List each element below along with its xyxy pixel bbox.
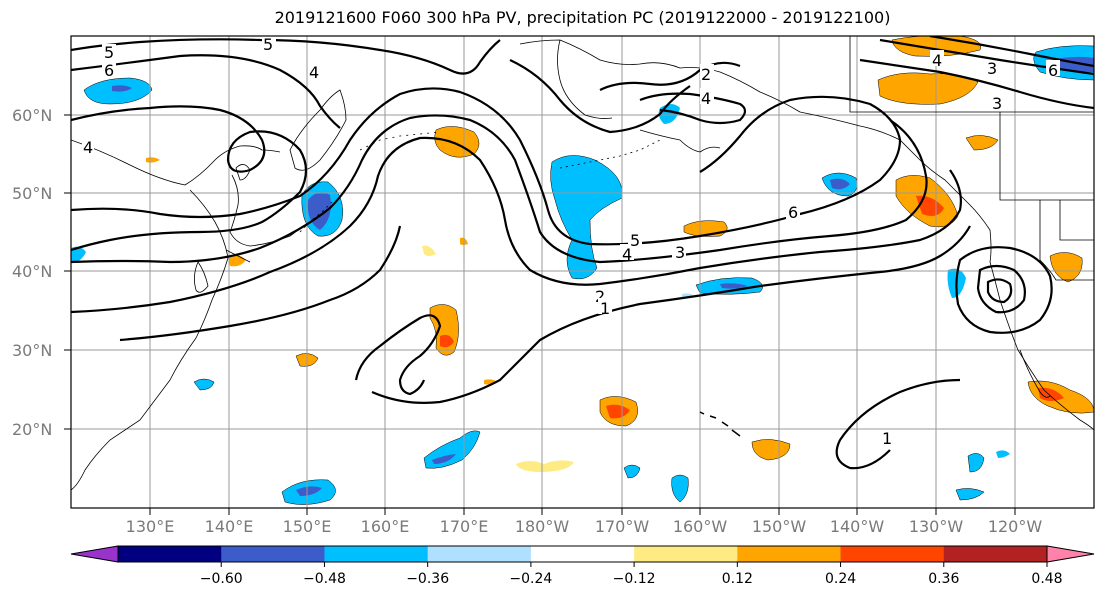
lon-label: 170°W <box>595 517 650 536</box>
svg-text:3: 3 <box>675 243 685 262</box>
colorbar-tick-label: −0.48 <box>303 571 346 587</box>
svg-text:1: 1 <box>600 299 610 318</box>
svg-text:5: 5 <box>630 231 640 250</box>
colorbar-swatch <box>530 546 635 562</box>
lon-label: 130°W <box>909 517 964 536</box>
svg-text:6: 6 <box>1048 61 1058 80</box>
svg-text:1: 1 <box>882 429 892 448</box>
colorbar-extend-left <box>70 545 119 563</box>
svg-text:4: 4 <box>701 89 711 108</box>
pv-contours <box>71 36 1094 470</box>
lat-label: 50°N <box>12 184 52 203</box>
colorbar-tick-label: −0.60 <box>200 571 243 587</box>
colorbar-swatch <box>634 546 738 562</box>
svg-text:6: 6 <box>788 203 798 222</box>
map-gridlines <box>71 36 1094 508</box>
colorbar-tick-label: −0.36 <box>406 571 449 587</box>
map-title: 2019121600 F060 300 hPa PV, precipitatio… <box>274 8 891 27</box>
lon-label: 140°E <box>205 517 254 536</box>
colorbar-extend-right <box>1046 545 1095 563</box>
lat-label: 30°N <box>12 341 52 360</box>
colorbar-swatch <box>840 546 945 562</box>
colorbar-tick-label: −0.12 <box>613 571 656 587</box>
svg-text:2: 2 <box>595 287 605 306</box>
colorbar-tick-label: 0.24 <box>825 571 856 587</box>
lon-label: 160°W <box>673 517 728 536</box>
svg-text:4: 4 <box>622 245 632 264</box>
longitude-labels: 130°E 140°E 150°E 160°E 170°E 180°W 170°… <box>126 517 1043 536</box>
lon-label: 130°E <box>126 517 175 536</box>
lon-label: 180°W <box>515 517 570 536</box>
lat-label: 60°N <box>12 106 52 125</box>
svg-text:4: 4 <box>83 138 93 157</box>
svg-text:4: 4 <box>932 51 942 70</box>
lat-label: 20°N <box>12 420 52 439</box>
lon-label: 140°W <box>830 517 885 536</box>
svg-text:3: 3 <box>987 59 997 78</box>
latitude-labels: 60°N 50°N 40°N 30°N 20°N <box>12 106 52 439</box>
svg-text:2: 2 <box>701 65 711 84</box>
svg-text:6: 6 <box>104 61 114 80</box>
colorbar-tick-label: 0.36 <box>928 571 959 587</box>
colorbar-tick-label: 0.12 <box>722 571 753 587</box>
svg-text:5: 5 <box>104 43 114 62</box>
axis-ticks <box>64 114 1016 515</box>
lon-label: 150°E <box>283 517 332 536</box>
lon-label: 150°W <box>752 517 807 536</box>
colorbar-swatch <box>118 546 222 562</box>
colorbar-swatch <box>943 546 1048 562</box>
svg-text:4: 4 <box>309 63 319 82</box>
svg-text:3: 3 <box>992 94 1002 113</box>
colorbar-swatch <box>221 546 325 562</box>
svg-text:5: 5 <box>263 35 273 54</box>
map-frame <box>70 35 1095 509</box>
colorbar-swatch <box>324 546 429 562</box>
colorbar-tick-label: 0.48 <box>1031 571 1062 587</box>
colorbar-tick-label: −0.24 <box>509 571 552 587</box>
colorbar: −0.60 −0.48 −0.36 −0.24 −0.12 0.12 0.24 0.36 0.4… <box>70 545 1095 587</box>
lon-label: 160°E <box>361 517 410 536</box>
pv-contour-labels: 5 6 5 4 3 2 4 4 5 3 6 2 1 1 <box>82 35 1060 448</box>
colorbar-swatch <box>737 546 842 562</box>
lon-label: 120°W <box>988 517 1043 536</box>
lon-label: 170°E <box>440 517 489 536</box>
coastlines <box>71 36 1094 491</box>
lat-label: 40°N <box>12 262 52 281</box>
colorbar-swatch <box>427 546 532 562</box>
